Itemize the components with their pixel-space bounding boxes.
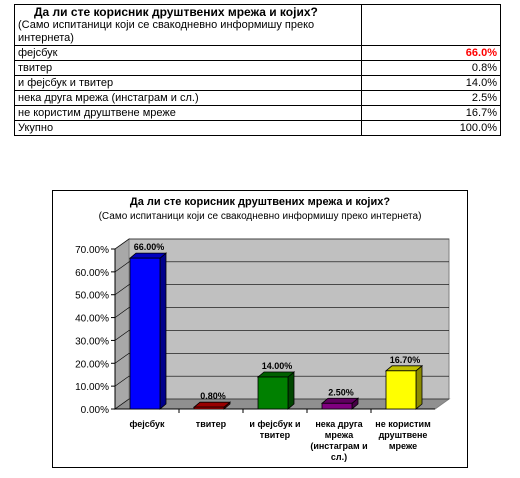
row-label: твитер xyxy=(14,60,362,76)
bar-top xyxy=(320,397,360,404)
y-tick-label: 70.00% xyxy=(75,245,109,256)
data-label: 16.70% xyxy=(390,355,421,365)
table-row: не користим друштвене мреже 16.7% xyxy=(14,105,501,121)
data-label: 0.80% xyxy=(200,391,226,401)
category-label: и фејсбук и твитер xyxy=(249,419,300,440)
row-value: 0.8% xyxy=(361,60,501,76)
bar xyxy=(257,376,289,410)
row-label: и фејсбук и твитер xyxy=(14,75,362,91)
bar-chart: Да ли сте корисник друштвених мрежа и ко… xyxy=(75,196,451,462)
gridline xyxy=(114,375,449,387)
gridline xyxy=(114,307,449,318)
table-row: фејсбук 66.0% xyxy=(14,45,501,61)
gridline xyxy=(114,261,449,273)
row-label: нека друга мрежа (инстаграм и сл.) xyxy=(14,90,362,106)
category-label-line: друштвене xyxy=(379,430,428,440)
gridline xyxy=(114,238,449,250)
y-tick-label: 50.00% xyxy=(75,291,109,302)
category-label-line: и фејсбук и xyxy=(249,419,300,429)
gridline xyxy=(114,352,449,364)
bar xyxy=(385,370,417,410)
bar-top xyxy=(192,401,232,408)
y-tick-label: 60.00% xyxy=(75,268,109,279)
category-label-line: мрежа xyxy=(325,430,355,440)
row-value: 100.0% xyxy=(361,120,501,136)
bar-side xyxy=(287,371,295,410)
category-label-line: нека друга xyxy=(315,419,363,429)
y-tick-label: 10.00% xyxy=(75,382,109,393)
row-label: Укупно xyxy=(14,120,362,136)
category-label-line: твитер xyxy=(260,430,291,440)
results-table: Да ли сте корисник друштвених мрежа и ко… xyxy=(14,4,501,136)
bar-top xyxy=(384,365,424,372)
table-row: и фејсбук и твитер 14.0% xyxy=(14,75,501,91)
data-label: 2.50% xyxy=(328,387,354,397)
category-label: твитер xyxy=(196,419,227,429)
category-label-line: не користим xyxy=(375,419,431,429)
chart-subtitle: (Само испитаници који се свакодневно инф… xyxy=(99,210,422,222)
bar-side xyxy=(415,364,423,410)
row-label: не користим друштвене мреже xyxy=(14,105,362,121)
bar xyxy=(193,406,225,410)
gridline xyxy=(114,330,449,341)
category-label-line: фејсбук xyxy=(129,419,165,429)
category-label-line: (инстаграм и xyxy=(310,441,367,451)
table-title: Да ли сте корисник друштвених мрежа и ко… xyxy=(34,5,318,19)
category-label: не користим друштвене мреже xyxy=(375,419,431,451)
table-row-total: Укупно 100.0% xyxy=(14,120,501,136)
chart-frame: Да ли сте корисник друштвених мрежа и ко… xyxy=(52,190,468,468)
row-label: фејсбук xyxy=(14,45,362,61)
table-row: твитер 0.8% xyxy=(14,60,501,76)
table-row: нека друга мрежа (инстаграм и сл.) 2.5% xyxy=(14,90,501,106)
y-tick-label: 20.00% xyxy=(75,359,109,370)
category-label: фејсбук xyxy=(129,419,165,429)
row-value: 16.7% xyxy=(361,105,501,121)
category-label-line: сл.) xyxy=(331,452,347,462)
bar-top xyxy=(128,252,168,259)
gridline xyxy=(114,284,449,295)
y-tick-label: 0.00% xyxy=(81,405,109,416)
bar-side xyxy=(159,252,167,410)
category-label-line: мреже xyxy=(389,441,417,451)
bar xyxy=(321,402,353,410)
y-tick-label: 40.00% xyxy=(75,314,109,325)
table-title-cell: Да ли сте корисник друштвених мрежа и ко… xyxy=(14,4,362,46)
data-label: 66.00% xyxy=(134,242,165,252)
table-subtitle: (Само испитаници који се свакодневно инф… xyxy=(18,19,315,44)
y-tick-label: 30.00% xyxy=(75,336,109,347)
table-header-empty-cell xyxy=(361,4,501,46)
category-label: нека друга мрежа (инстаграм и сл.) xyxy=(310,419,367,462)
plot-side-wall xyxy=(114,238,130,410)
chart-title: Да ли сте корисник друштвених мрежа и ко… xyxy=(130,196,390,208)
bar xyxy=(129,257,161,410)
row-value: 66.0% xyxy=(361,45,501,61)
category-label-line: твитер xyxy=(196,419,227,429)
data-label: 14.00% xyxy=(262,361,293,371)
row-value: 14.0% xyxy=(361,75,501,91)
table-header-row: Да ли сте корисник друштвених мрежа и ко… xyxy=(14,4,501,46)
bar-top xyxy=(256,371,296,378)
row-value: 2.5% xyxy=(361,90,501,106)
